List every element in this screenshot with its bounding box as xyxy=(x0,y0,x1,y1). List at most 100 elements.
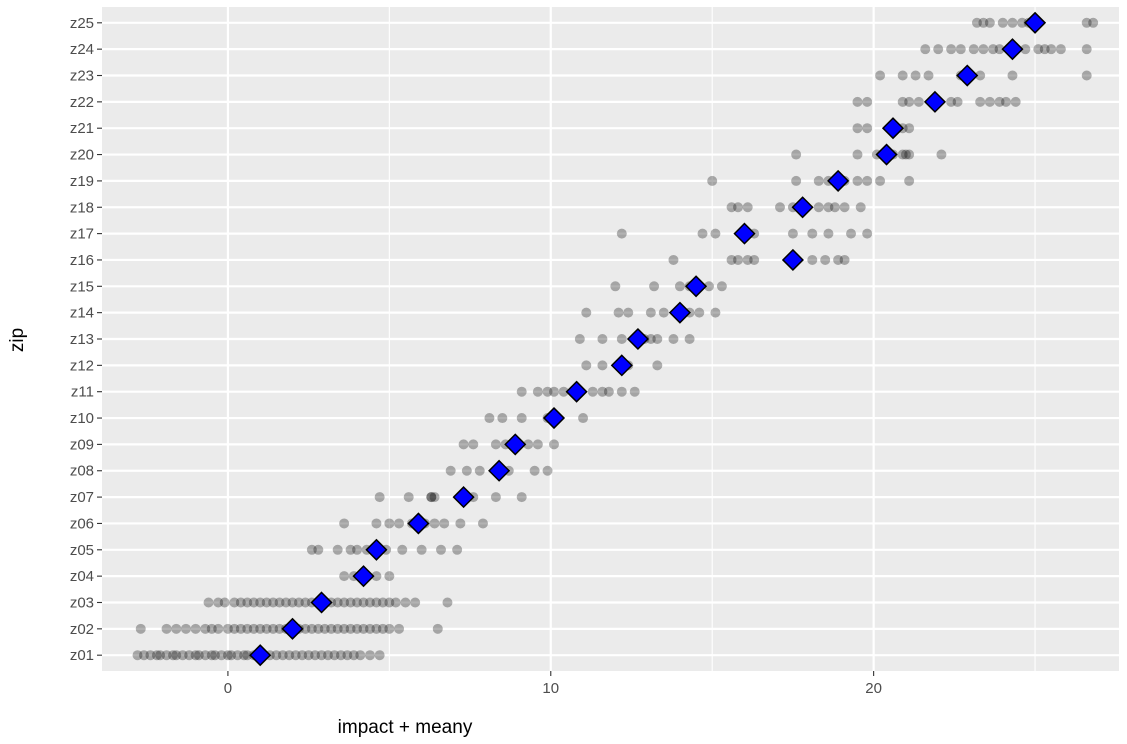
data-point xyxy=(374,492,385,503)
data-point xyxy=(623,307,634,318)
data-point xyxy=(775,202,785,213)
data-point xyxy=(232,650,243,661)
data-point xyxy=(668,334,679,344)
data-point xyxy=(306,623,317,634)
data-point xyxy=(426,492,437,503)
data-point xyxy=(716,281,727,292)
y-tick-label: z24 xyxy=(70,41,94,58)
data-point xyxy=(200,623,211,634)
data-point xyxy=(268,623,279,634)
data-point xyxy=(439,518,450,529)
data-point xyxy=(390,597,401,608)
data-point xyxy=(904,149,915,160)
y-tick-label: z15 xyxy=(70,278,94,295)
data-point xyxy=(975,70,986,81)
data-point xyxy=(807,254,818,265)
data-point xyxy=(968,44,979,55)
data-point xyxy=(277,650,288,661)
data-point xyxy=(274,623,285,634)
mean-marker xyxy=(365,538,388,561)
data-point xyxy=(255,623,266,634)
data-point xyxy=(293,597,304,608)
data-point xyxy=(452,544,463,555)
y-tick-label: z05 xyxy=(70,542,94,559)
data-point xyxy=(829,202,840,213)
mean-marker xyxy=(626,327,650,351)
data-point xyxy=(429,518,440,529)
data-point xyxy=(994,44,1005,55)
data-point xyxy=(436,544,446,555)
data-point xyxy=(180,623,191,634)
data-point xyxy=(410,597,421,608)
x-axis-title: impact + meany xyxy=(338,717,473,738)
y-tick-label: z25 xyxy=(70,15,94,32)
data-point xyxy=(984,17,995,28)
data-point xyxy=(310,650,321,661)
data-point xyxy=(300,623,311,634)
data-point xyxy=(213,597,224,608)
data-point xyxy=(652,334,663,344)
data-point xyxy=(329,650,340,661)
data-point xyxy=(710,307,721,318)
x-axis: 0 10 20 xyxy=(224,671,882,697)
data-point xyxy=(846,228,857,239)
data-point xyxy=(875,70,886,81)
x-tick-label: 20 xyxy=(865,680,882,697)
data-point xyxy=(229,597,240,608)
data-point xyxy=(1088,17,1099,28)
data-point xyxy=(897,149,908,160)
mean-marker xyxy=(1001,38,1024,61)
data-point xyxy=(668,254,679,265)
data-point xyxy=(820,254,831,265)
data-point xyxy=(791,149,802,160)
data-point xyxy=(190,650,201,661)
data-point xyxy=(978,17,989,28)
y-tick-label: z21 xyxy=(70,120,94,137)
data-point xyxy=(994,96,1005,107)
data-point xyxy=(1020,44,1031,55)
data-point xyxy=(897,70,908,81)
y-axis: z01 z02 z03 z04 z05 z06 z07 z08 z09 z10 z11 z12 z13 z… xyxy=(70,15,102,664)
data-point xyxy=(326,623,337,634)
mean-marker xyxy=(875,143,898,166)
data-point xyxy=(335,650,346,661)
data-point xyxy=(910,70,921,81)
data-point xyxy=(971,17,982,28)
data-point xyxy=(403,492,414,503)
data-point xyxy=(1033,44,1044,55)
data-point xyxy=(497,413,508,424)
x-tick-label: 10 xyxy=(542,680,559,697)
data-point xyxy=(190,623,201,634)
data-point xyxy=(791,175,802,186)
y-tick-label: z17 xyxy=(70,226,94,243)
data-point xyxy=(807,228,818,239)
data-point xyxy=(348,650,359,661)
data-point xyxy=(284,650,295,661)
data-point xyxy=(400,597,411,608)
data-point xyxy=(649,281,660,292)
mean-marker xyxy=(504,433,527,456)
data-point xyxy=(1007,70,1018,81)
data-point xyxy=(581,360,592,371)
data-point xyxy=(813,175,824,186)
data-point xyxy=(1081,17,1092,28)
data-point xyxy=(862,123,873,134)
y-tick-label: z08 xyxy=(70,463,94,480)
data-point xyxy=(177,650,188,661)
data-point xyxy=(1007,17,1018,28)
mean-marker xyxy=(488,459,511,482)
data-point xyxy=(468,439,479,450)
data-point xyxy=(377,623,388,634)
data-point xyxy=(332,544,343,555)
data-point xyxy=(597,360,608,371)
data-point xyxy=(726,254,737,265)
data-point xyxy=(587,386,598,397)
data-point xyxy=(384,571,395,582)
data-point xyxy=(616,386,627,397)
data-point xyxy=(581,307,592,318)
data-point xyxy=(203,597,214,608)
data-point xyxy=(364,623,375,634)
data-point xyxy=(516,386,527,397)
data-point xyxy=(235,623,246,634)
data-point xyxy=(733,254,744,265)
